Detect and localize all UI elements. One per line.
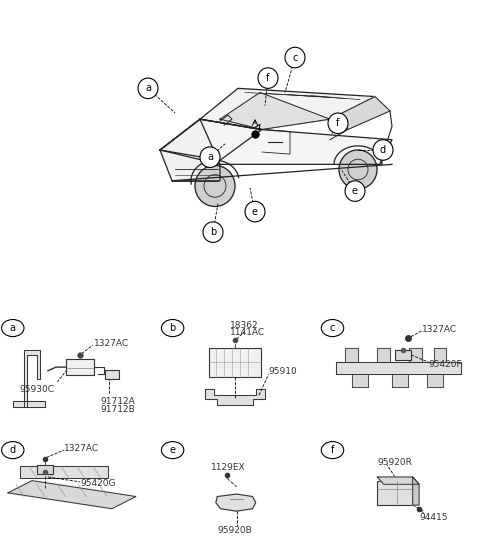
Bar [105,370,119,379]
Polygon shape [427,375,443,386]
Circle shape [203,222,223,242]
Polygon shape [200,88,375,129]
Polygon shape [336,362,461,375]
Text: 91712A: 91712A [101,397,135,406]
Polygon shape [216,494,256,511]
Text: e: e [169,445,176,455]
Circle shape [339,150,377,189]
Bar [20,466,108,478]
Text: 95920R: 95920R [377,458,412,467]
Circle shape [161,320,184,337]
Text: 1327AC: 1327AC [422,325,457,334]
Text: c: c [292,53,298,63]
Circle shape [373,139,393,160]
Circle shape [200,147,220,167]
Bar [37,465,53,474]
Bar [377,480,413,505]
Text: 95420G: 95420G [80,479,115,488]
Polygon shape [377,477,419,484]
Circle shape [321,320,344,337]
Text: 95420F: 95420F [429,360,462,369]
Circle shape [1,442,24,459]
Circle shape [195,165,235,207]
Circle shape [138,78,158,99]
Text: a: a [145,83,151,94]
Polygon shape [352,375,368,386]
Circle shape [328,113,348,133]
Text: a: a [10,323,16,333]
Polygon shape [330,96,390,129]
Polygon shape [433,348,446,362]
Circle shape [245,202,265,222]
Polygon shape [204,389,265,405]
Circle shape [258,68,278,88]
Text: d: d [10,445,16,455]
Text: 1327AC: 1327AC [94,339,130,348]
Text: 1141AC: 1141AC [230,328,265,338]
Text: e: e [252,207,258,217]
Text: a: a [207,152,213,162]
Polygon shape [392,375,408,386]
Text: b: b [210,227,216,237]
Text: f: f [266,73,270,83]
Polygon shape [409,348,422,362]
Text: b: b [169,323,176,333]
Text: 95910: 95910 [268,367,297,376]
Polygon shape [13,402,45,408]
Polygon shape [160,119,392,165]
Circle shape [285,47,305,68]
Circle shape [321,442,344,459]
Polygon shape [160,119,262,160]
Circle shape [1,320,24,337]
Text: d: d [380,145,386,155]
Polygon shape [220,92,330,129]
Text: 1327AC: 1327AC [64,445,99,454]
Text: e: e [352,186,358,196]
Bar [209,348,261,377]
Text: 18362: 18362 [230,321,259,330]
Text: f: f [331,445,334,455]
Text: 94415: 94415 [419,513,447,522]
Text: 1129EX: 1129EX [211,463,246,472]
Polygon shape [24,350,40,408]
Polygon shape [377,348,390,362]
Bar [395,350,411,360]
Text: 91712B: 91712B [101,405,135,414]
Polygon shape [345,348,358,362]
Circle shape [161,442,184,459]
Polygon shape [413,477,419,505]
Text: f: f [336,118,340,128]
Polygon shape [8,480,136,508]
Polygon shape [160,119,220,181]
Circle shape [345,181,365,202]
Text: c: c [330,323,335,333]
Text: 95930C: 95930C [19,385,54,394]
Bar [66,359,94,375]
Text: 95920B: 95920B [217,526,252,535]
